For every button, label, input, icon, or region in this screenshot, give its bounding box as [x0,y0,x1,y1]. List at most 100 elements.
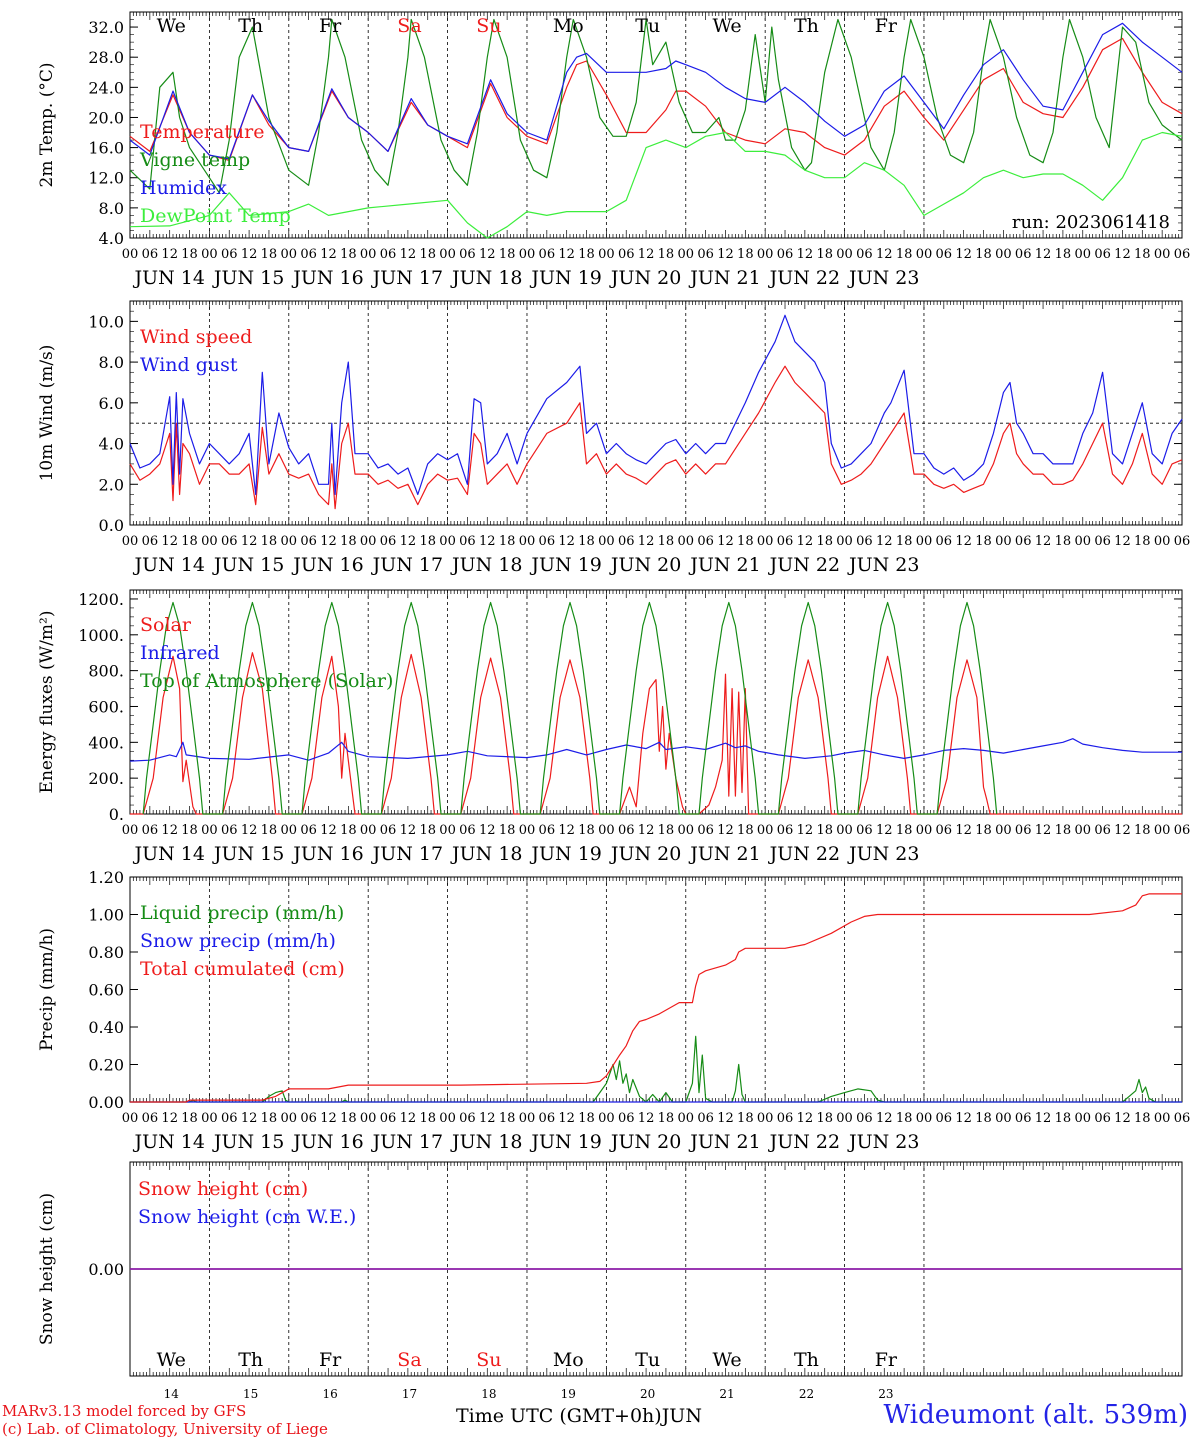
hour-tick-label: 00 [201,534,218,549]
y-tick-label: 20.0 [88,108,124,127]
lab-credit: (c) Lab. of Climatology, University of L… [2,1420,328,1438]
run-label: run: 2023061418 [1012,212,1170,233]
hour-tick-label: 06 [539,1111,556,1126]
panel-1: 4.0 8.0 12.0 16.0 20.0 24.0 28.0 32.0 2m Temp. (… [37,11,1190,289]
panel-5: 0.00 Snow height (cm) Snow height (cm) Snow… [37,1161,1183,1401]
hour-tick-label: 00 [757,1111,774,1126]
hour-tick-label: 12 [638,1111,655,1126]
hour-tick-label: 18 [578,534,595,549]
legend-entry: Total cumulated (cm) [140,958,345,980]
hour-tick-label: 00 [519,1111,536,1126]
hour-tick-label: 18 [1055,1111,1072,1126]
hour-tick-label: 00 [281,823,298,838]
hour-tick-label: 06 [380,823,397,838]
date-label: JUN 20 [609,843,681,865]
y-axis-title: 10m Wind (m/s) [37,345,57,482]
hour-tick-label: 06 [380,247,397,262]
legend-entry: Snow height (cm) [138,1178,308,1200]
y-tick-label: 0.00 [88,1260,124,1279]
hour-tick-label: 00 [519,823,536,838]
hour-tick-label: 00 [281,1111,298,1126]
date-label: JUN 17 [371,554,443,576]
hour-tick-label: 06 [380,534,397,549]
hour-tick-label: 12 [1035,247,1052,262]
hour-tick-label: 06 [1174,823,1191,838]
hour-tick-label: 18 [419,1111,436,1126]
hour-tick-label: 12 [638,247,655,262]
weekday-label: Fr [875,1349,898,1371]
legend-entry: Temperature [140,121,264,143]
hour-tick-label: 18 [658,1111,675,1126]
day-number-label: 14 [164,1387,180,1401]
hour-tick-label: 06 [300,1111,317,1126]
date-label: JUN 22 [768,554,840,576]
date-label: JUN 21 [688,554,760,576]
hour-tick-label: 06 [697,1111,714,1126]
panel-2: 0.0 2.0 4.0 6.0 8.0 10.0 10m Wind (m/s) Wind sp… [37,300,1190,576]
hour-tick-label: 12 [717,247,734,262]
hour-tick-label: 12 [558,823,575,838]
hour-tick-label: 18 [896,534,913,549]
hour-tick-label: 18 [896,247,913,262]
day-number-label: 23 [878,1387,893,1401]
date-label: JUN 16 [291,554,363,576]
hour-tick-label: 00 [360,823,377,838]
hour-tick-label: 18 [578,823,595,838]
hour-tick-label: 00 [678,823,695,838]
date-label: JUN 14 [132,843,204,865]
hour-tick-label: 06 [618,823,635,838]
hour-tick-label: 00 [678,247,695,262]
y-tick-label: 24.0 [88,78,124,97]
y-tick-label: 8.0 [99,199,124,218]
hour-tick-label: 12 [161,247,178,262]
hour-tick-label: 00 [1074,534,1091,549]
hour-tick-label: 00 [995,247,1012,262]
hour-tick-label: 18 [975,1111,992,1126]
hour-tick-label: 06 [539,823,556,838]
y-tick-label: 28.0 [88,48,124,67]
hour-tick-label: 06 [459,534,476,549]
hour-tick-label: 00 [439,1111,456,1126]
model-credit: MARv3.13 model forced by GFS [2,1402,247,1420]
hour-tick-label: 18 [737,1111,754,1126]
date-label: JUN 20 [609,554,681,576]
hour-tick-label: 00 [1154,1111,1171,1126]
date-label: JUN 14 [132,1131,204,1153]
hour-tick-label: 12 [161,534,178,549]
y-tick-label: 1.20 [88,868,124,887]
hour-tick-label: 12 [1114,247,1131,262]
date-label: JUN 15 [212,1131,284,1153]
hour-tick-label: 12 [400,247,417,262]
hour-tick-label: 06 [221,534,238,549]
date-label: JUN 21 [688,267,760,289]
hour-tick-label: 12 [638,823,655,838]
legend-entry: Infrared [140,642,220,664]
legend-entry: Humidex [140,177,227,199]
hour-tick-label: 00 [836,247,853,262]
hour-tick-label: 18 [816,534,833,549]
legend-entry: Snow height (cm W.E.) [138,1206,356,1228]
hour-tick-label: 12 [241,247,258,262]
day-number-label: 21 [719,1387,734,1401]
date-label: JUN 15 [212,554,284,576]
hour-tick-label: 12 [717,1111,734,1126]
hour-tick-label: 18 [1055,534,1072,549]
hour-tick-label: 06 [142,247,159,262]
date-label: JUN 15 [212,267,284,289]
hour-tick-label: 06 [142,534,159,549]
hour-tick-label: 00 [1074,247,1091,262]
hour-tick-label: 06 [1015,1111,1032,1126]
hour-tick-label: 00 [201,247,218,262]
date-label: JUN 18 [450,267,522,289]
hour-tick-label: 00 [757,534,774,549]
hour-tick-label: 00 [122,534,139,549]
hour-tick-label: 12 [161,823,178,838]
legend-entry: Vigne temp [139,149,250,171]
hour-tick-label: 12 [1035,534,1052,549]
weekday-label: Fr [875,15,898,37]
series-line-wind-speed [129,365,1183,510]
hour-tick-label: 18 [340,823,357,838]
y-tick-label: 800. [88,662,124,681]
hour-tick-label: 06 [459,823,476,838]
hour-tick-label: 18 [499,823,516,838]
